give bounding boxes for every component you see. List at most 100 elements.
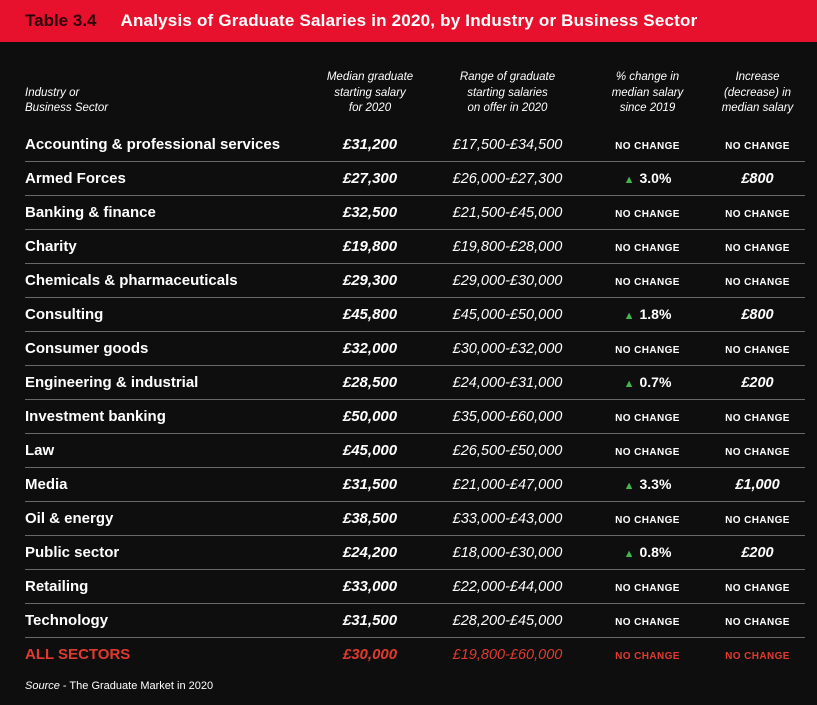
table-row: Consumer goods £32,000 £30,000-£32,000 ▲… (25, 331, 805, 365)
salary-range: £21,000-£47,000 (452, 476, 563, 493)
pct-change-value: NO CHANGE (615, 650, 680, 662)
salary-table: Industry or Business Sector Median gradu… (0, 42, 817, 671)
median-increase-cell: NO CHANGE (710, 442, 805, 460)
table-row: Armed Forces £27,300 £26,000-£27,300 ▲ 3.… (25, 161, 805, 195)
table-row: Technology £31,500 £28,200-£45,000 ▲NO C… (25, 603, 805, 637)
up-triangle-icon: ▲ (623, 479, 635, 492)
pct-change-cell: ▲NO CHANGE (585, 204, 710, 222)
salary-range: £19,800-£28,000 (452, 238, 563, 255)
median-salary: £30,000 (342, 646, 398, 663)
pct-change-cell: ▲NO CHANGE (585, 646, 710, 664)
median-salary: £32,500 (342, 204, 398, 221)
median-increase-cell: NO CHANGE (710, 340, 805, 358)
median-salary: £45,800 (342, 306, 398, 323)
median-increase-value: NO CHANGE (725, 412, 790, 424)
median-increase-value: £200 (741, 374, 774, 391)
salary-range: £29,000-£30,000 (452, 272, 563, 289)
median-increase-value: NO CHANGE (725, 344, 790, 356)
up-triangle-icon: ▲ (623, 377, 635, 390)
table-row: Accounting & professional services £31,2… (25, 128, 805, 161)
median-salary: £32,000 (342, 340, 398, 357)
median-salary: £31,500 (342, 476, 398, 493)
pct-change-value: NO CHANGE (615, 242, 680, 254)
median-increase-value: NO CHANGE (725, 582, 790, 594)
median-increase-value: £800 (741, 306, 774, 323)
up-triangle-icon: ▲ (623, 173, 635, 186)
pct-change-value: 3.3% (639, 475, 672, 492)
median-increase-cell: NO CHANGE (710, 238, 805, 256)
up-triangle-icon: ▲ (623, 547, 635, 560)
pct-change-value: NO CHANGE (615, 412, 680, 424)
pct-change-cell: ▲NO CHANGE (585, 442, 710, 460)
median-increase-cell: NO CHANGE (710, 578, 805, 596)
sector-name: Media (25, 476, 68, 493)
median-increase-value: NO CHANGE (725, 446, 790, 458)
median-salary: £27,300 (342, 170, 398, 187)
sector-name: Investment banking (25, 408, 166, 425)
pct-change-cell: ▲NO CHANGE (585, 340, 710, 358)
pct-change-cell: ▲NO CHANGE (585, 578, 710, 596)
median-increase-cell: £1,000 (710, 476, 805, 494)
median-increase-value: NO CHANGE (725, 140, 790, 152)
table-row: Media £31,500 £21,000-£47,000 ▲ 3.3% £1,0… (25, 467, 805, 501)
median-salary: £45,000 (342, 442, 398, 459)
sector-name: Banking & finance (25, 204, 156, 221)
median-salary: £31,500 (342, 612, 398, 629)
table-row: Investment banking £50,000 £35,000-£60,0… (25, 399, 805, 433)
median-increase-cell: NO CHANGE (710, 510, 805, 528)
median-salary: £24,200 (342, 544, 398, 561)
median-increase-value: NO CHANGE (725, 276, 790, 288)
median-increase-value: NO CHANGE (725, 514, 790, 526)
table-header-bar: Table 3.4 Analysis of Graduate Salaries … (0, 0, 817, 42)
pct-change-value: NO CHANGE (615, 276, 680, 288)
salary-range: £19,800-£60,000 (452, 646, 563, 663)
pct-change-cell: ▲NO CHANGE (585, 136, 710, 154)
sector-name: Consulting (25, 306, 104, 323)
table-row: ALL SECTORS £30,000 £19,800-£60,000 ▲NO … (25, 637, 805, 671)
pct-change-cell: ▲ 3.0% (585, 170, 710, 188)
median-salary: £50,000 (342, 408, 398, 425)
pct-change-cell: ▲NO CHANGE (585, 612, 710, 630)
pct-change-value: 3.0% (639, 169, 672, 186)
pct-change-cell: ▲ 0.7% (585, 374, 710, 392)
salary-range: £35,000-£60,000 (452, 408, 563, 425)
median-increase-cell: £800 (710, 306, 805, 324)
median-salary: £38,500 (342, 510, 398, 527)
median-increase-cell: NO CHANGE (710, 136, 805, 154)
salary-range: £24,000-£31,000 (452, 374, 563, 391)
pct-change-value: 0.8% (639, 543, 672, 560)
sector-name: Law (25, 442, 55, 459)
salary-range: £28,200-£45,000 (452, 612, 563, 629)
median-increase-cell: NO CHANGE (710, 646, 805, 664)
column-header-range: Range of graduate starting salaries on o… (459, 71, 556, 114)
pct-change-value: NO CHANGE (615, 446, 680, 458)
column-header-row: Industry or Business Sector Median gradu… (25, 42, 805, 128)
salary-range: £45,000-£50,000 (452, 306, 563, 323)
source-note: Source - The Graduate Market in 2020 (0, 671, 817, 692)
salary-range: £26,000-£27,300 (452, 170, 563, 187)
sector-name: Retailing (25, 578, 89, 595)
pct-change-value: NO CHANGE (615, 616, 680, 628)
column-header-increase: Increase (decrease) in median salary (721, 71, 794, 114)
up-triangle-icon: ▲ (623, 309, 635, 322)
median-salary: £28,500 (342, 374, 398, 391)
pct-change-value: 1.8% (639, 305, 672, 322)
pct-change-value: NO CHANGE (615, 582, 680, 594)
sector-name: Oil & energy (25, 510, 114, 527)
median-salary: £31,200 (342, 136, 398, 153)
table-row: Engineering & industrial £28,500 £24,000… (25, 365, 805, 399)
median-increase-cell: £800 (710, 170, 805, 188)
table-body: Accounting & professional services £31,2… (25, 128, 805, 671)
pct-change-cell: ▲NO CHANGE (585, 238, 710, 256)
salary-range: £33,000-£43,000 (452, 510, 563, 527)
pct-change-value: 0.7% (639, 373, 672, 390)
median-salary: £19,800 (342, 238, 398, 255)
sector-name: Public sector (25, 544, 120, 561)
median-increase-cell: £200 (710, 544, 805, 562)
salary-range: £18,000-£30,000 (452, 544, 563, 561)
sector-name: Engineering & industrial (25, 374, 199, 391)
median-increase-value: £200 (741, 544, 774, 561)
median-increase-value: NO CHANGE (725, 208, 790, 220)
median-increase-value: NO CHANGE (725, 650, 790, 662)
